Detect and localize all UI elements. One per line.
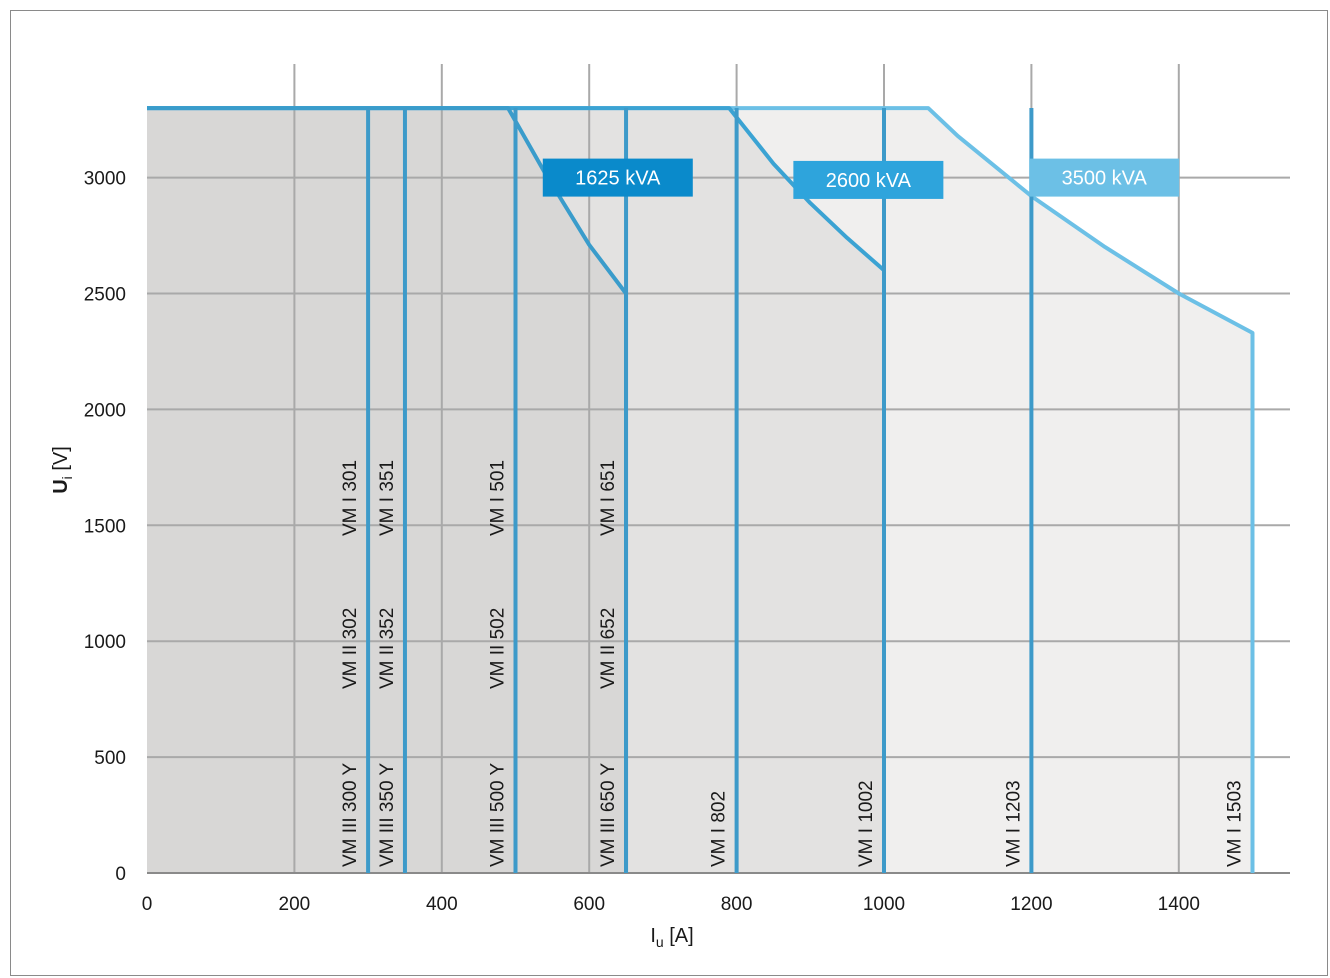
kva-box-0 (542, 158, 693, 197)
kva-box-1 (793, 160, 944, 199)
device-label: VM I 1002 (856, 780, 877, 867)
x-tick-label: 1200 (1010, 894, 1052, 915)
x-tick-label: 800 (721, 894, 753, 915)
x-tick-label: 1000 (863, 894, 905, 915)
device-label: VM II 302 (340, 608, 361, 689)
x-tick-label: 600 (573, 894, 605, 915)
device-label: VM III 500 Y (488, 762, 509, 867)
area-fill-2 (147, 108, 626, 874)
device-label: VM III 300 Y (340, 762, 361, 867)
device-label: VM I 301 (340, 460, 361, 536)
device-label: VM II 502 (488, 608, 509, 689)
x-tick-label: 200 (279, 894, 311, 915)
kva-label: 3500 kVA (1062, 168, 1148, 190)
device-label: VM I 802 (709, 791, 730, 867)
device-label: VM I 1203 (1003, 780, 1024, 867)
device-label: VM II 652 (598, 608, 619, 689)
device-label: VM II 352 (377, 608, 398, 689)
kva-label: 2600 kVA (826, 170, 912, 192)
series-boundary-0 (147, 106, 1255, 873)
kva-box-2 (1029, 158, 1180, 197)
y-tick-label: 2000 (84, 400, 126, 421)
x-tick-label: 1400 (1158, 894, 1200, 915)
device-label: VM III 350 Y (377, 762, 398, 867)
y-tick-label: 500 (94, 748, 126, 769)
device-label: VM III 650 Y (598, 762, 619, 867)
device-label: VM I 651 (598, 460, 619, 536)
y-tick-label: 2500 (84, 285, 126, 306)
x-tick-label: 400 (426, 894, 458, 915)
device-label: VM I 501 (488, 460, 509, 536)
y-tick-label: 1000 (84, 632, 126, 653)
y-tick-label: 3000 (84, 169, 126, 190)
device-label: VM I 1503 (1225, 780, 1246, 867)
y-tick-label: 0 (115, 864, 126, 885)
kva-label: 1625 kVA (575, 168, 661, 190)
y-axis-title: Ui [V] (50, 446, 75, 494)
x-tick-label: 0 (142, 894, 153, 915)
y-tick-label: 1500 (84, 516, 126, 537)
device-label: VM I 351 (377, 460, 398, 536)
x-axis-title: Iu [A] (650, 925, 693, 950)
